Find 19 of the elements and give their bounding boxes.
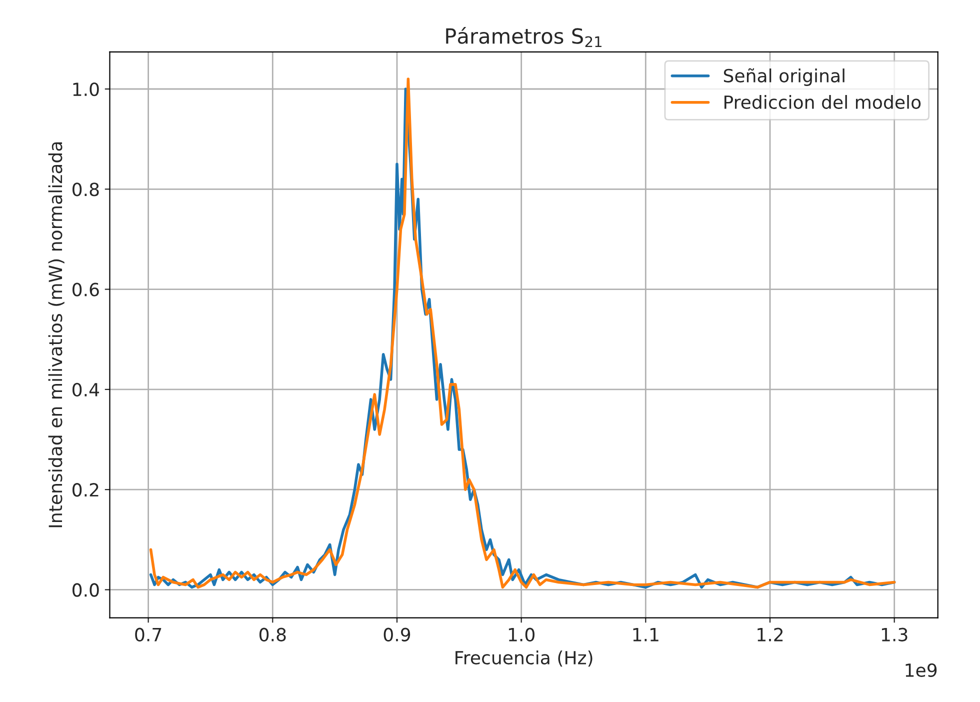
text: 1e9 bbox=[906, 663, 937, 677]
x-axis-title: Frecuencia (Hz) bbox=[456, 650, 592, 667]
y-tick-label: 0.2 bbox=[72, 483, 98, 497]
x-tick-label: 1.2 bbox=[758, 628, 783, 642]
y-tick-label: 0.6 bbox=[72, 282, 99, 296]
x-tick-label: 0.8 bbox=[259, 628, 286, 642]
legend-label: Señal original bbox=[724, 68, 844, 86]
x-tick-label: 0.7 bbox=[135, 628, 162, 642]
x-tick-label: 0.9 bbox=[384, 628, 410, 642]
x-tick-label: 1.0 bbox=[508, 628, 534, 642]
x-tick-label: 1.3 bbox=[882, 628, 908, 642]
y-tick-label: 0.4 bbox=[72, 382, 100, 397]
y-tick-label: 1.0 bbox=[73, 82, 99, 96]
x-tick-label: 1.1 bbox=[633, 628, 658, 642]
chart-title: Párametros S$_{21}$ bbox=[446, 26, 602, 48]
y-axis-title: Intensidad en milivatios (mW) normalizada bbox=[48, 142, 64, 528]
y-tick-label: 0.0 bbox=[72, 583, 99, 597]
legend-label: Prediccion del modelo bbox=[724, 95, 921, 109]
y-tick-label: 0.8 bbox=[72, 182, 99, 196]
